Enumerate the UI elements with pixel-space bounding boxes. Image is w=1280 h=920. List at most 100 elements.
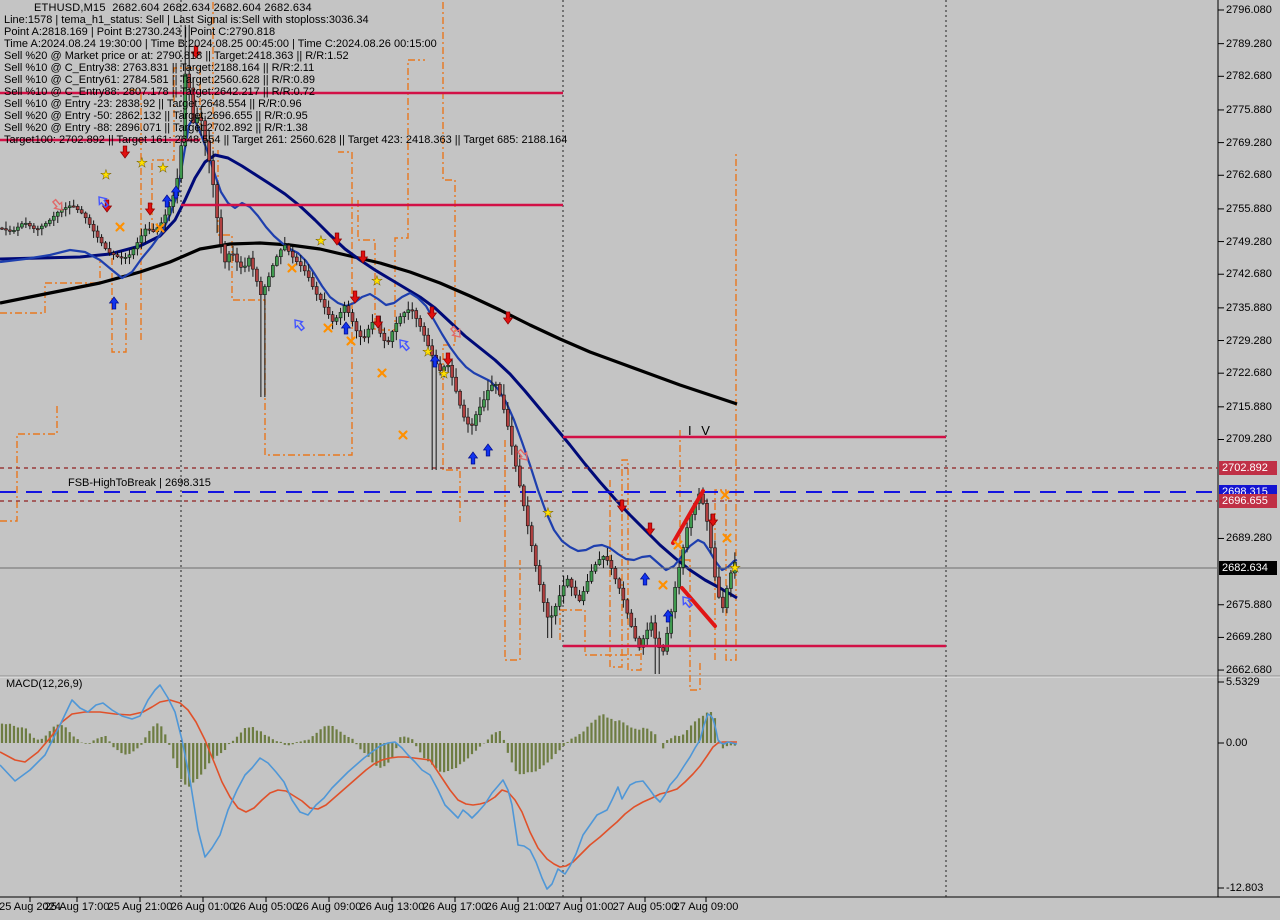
candle-body — [733, 562, 737, 574]
macd-histogram-bar — [650, 731, 653, 743]
macd-histogram-bar — [590, 722, 593, 743]
macd-histogram-bar — [108, 741, 111, 743]
candle-body — [338, 312, 343, 319]
macd-histogram-bar — [681, 734, 685, 743]
candle-body — [577, 594, 582, 602]
candle-body — [597, 559, 602, 565]
macd-histogram-bar — [64, 727, 67, 743]
candle-body — [438, 363, 442, 371]
red-trend-segment[interactable] — [680, 586, 717, 628]
macd-histogram-bar — [439, 743, 442, 772]
macd-histogram-bar — [227, 743, 231, 745]
candle-body — [63, 207, 68, 210]
macd-histogram-bar — [423, 743, 426, 759]
time-axis-label[interactable]: 26 Aug 09:00 — [296, 901, 362, 913]
macd-histogram-bar — [164, 734, 167, 743]
macd-histogram-bar — [315, 732, 318, 743]
candle-body — [406, 309, 411, 314]
candle-body — [442, 366, 446, 371]
candle-body — [267, 276, 271, 287]
macd-histogram-bar — [450, 743, 454, 770]
candle-body — [143, 228, 148, 237]
candle-body — [426, 334, 430, 347]
time-axis-label[interactable]: 25 Aug 2024 — [0, 901, 61, 913]
candle-body — [617, 578, 622, 589]
macd-histogram-bar — [200, 743, 203, 775]
macd-histogram-bar — [522, 743, 525, 775]
candle-body — [581, 591, 586, 602]
macd-histogram-bar — [243, 728, 247, 743]
macd-histogram-bar — [431, 743, 434, 765]
time-axis-label[interactable]: 26 Aug 17:00 — [422, 901, 488, 913]
macd-histogram-bar — [339, 731, 342, 743]
macd-histogram-bar — [462, 743, 466, 762]
candle-body — [239, 261, 243, 268]
macd-histogram-bar — [478, 743, 482, 747]
time-axis-label[interactable]: 26 Aug 01:00 — [170, 901, 236, 913]
macd-histogram-bar — [192, 743, 195, 783]
price-level-badge: 2702.892 — [1219, 461, 1277, 475]
macd-histogram-bar — [558, 743, 561, 751]
candle-body — [645, 629, 650, 640]
hollow-up-arrow-icon — [399, 339, 411, 352]
macd-histogram-bar — [235, 736, 239, 743]
candle-body — [302, 265, 307, 272]
star-marker-icon: ★ — [422, 345, 434, 360]
candle-body — [466, 416, 470, 425]
candle-body — [12, 230, 16, 232]
fsb-high-to-break-label: FSB-HighToBreak | 2698.315 — [68, 477, 211, 489]
candle-body — [625, 599, 630, 614]
macd-histogram-bar — [646, 728, 649, 743]
macd-histogram-bar — [474, 743, 478, 751]
macd-histogram-bar — [526, 743, 529, 773]
buy-signal-arrow-icon — [639, 572, 651, 586]
macd-histogram-bar — [586, 726, 589, 743]
candle-body — [713, 547, 717, 578]
macd-histogram-bar — [454, 743, 458, 768]
time-axis-label[interactable]: 25 Aug 21:00 — [107, 901, 173, 913]
candle-body — [537, 565, 542, 585]
time-axis-label[interactable]: 27 Aug 05:00 — [612, 901, 678, 913]
time-axis-label[interactable]: 26 Aug 05:00 — [233, 901, 299, 913]
buy-signal-arrow-icon — [429, 354, 441, 368]
macd-histogram-bar — [148, 730, 151, 743]
macd-histogram-bar — [407, 737, 410, 743]
hollow-down-arrow-icon — [516, 448, 528, 461]
time-axis-label[interactable]: 25 Aug 17:00 — [44, 901, 110, 913]
candle-body — [330, 314, 335, 322]
macd-histogram-bar — [140, 743, 143, 745]
price-axis-label: 2735.880 — [1226, 301, 1272, 314]
macd-histogram-bar — [52, 726, 55, 743]
candle-body — [290, 250, 295, 258]
candle-body — [629, 612, 634, 627]
candle-body — [20, 223, 24, 228]
sell-signal-arrow-icon — [144, 202, 156, 216]
price-axis-label: 2796.080 — [1226, 4, 1272, 16]
candle-body — [167, 206, 172, 216]
candle-body — [430, 345, 434, 356]
time-axis-label[interactable]: 27 Aug 09:00 — [673, 901, 739, 913]
candle-body — [382, 332, 387, 341]
candle-body — [589, 570, 594, 582]
time-axis-label[interactable]: 26 Aug 13:00 — [359, 901, 425, 913]
candle-body — [609, 560, 614, 569]
macd-histogram-bar — [184, 743, 187, 785]
candle-body — [533, 545, 538, 566]
candle-body — [275, 256, 279, 266]
candle-body — [673, 587, 677, 613]
time-axis-label[interactable]: 26 Aug 21:00 — [485, 901, 551, 913]
time-axis-label[interactable]: 27 Aug 01:00 — [548, 901, 614, 913]
red-trend-segment[interactable] — [671, 489, 705, 545]
candle-body — [67, 205, 72, 208]
buy-signal-arrow-icon — [170, 185, 182, 199]
macd-histogram-bar — [311, 736, 314, 743]
macd-histogram-bar — [403, 736, 406, 743]
candle-body — [163, 214, 168, 224]
macd-histogram-bar — [263, 734, 266, 743]
macd-histogram-bar — [666, 740, 669, 743]
macd-histogram-bar — [60, 725, 63, 743]
candle-body — [95, 230, 100, 238]
macd-histogram-bar — [391, 743, 394, 758]
macd-histogram-bar — [132, 743, 135, 752]
